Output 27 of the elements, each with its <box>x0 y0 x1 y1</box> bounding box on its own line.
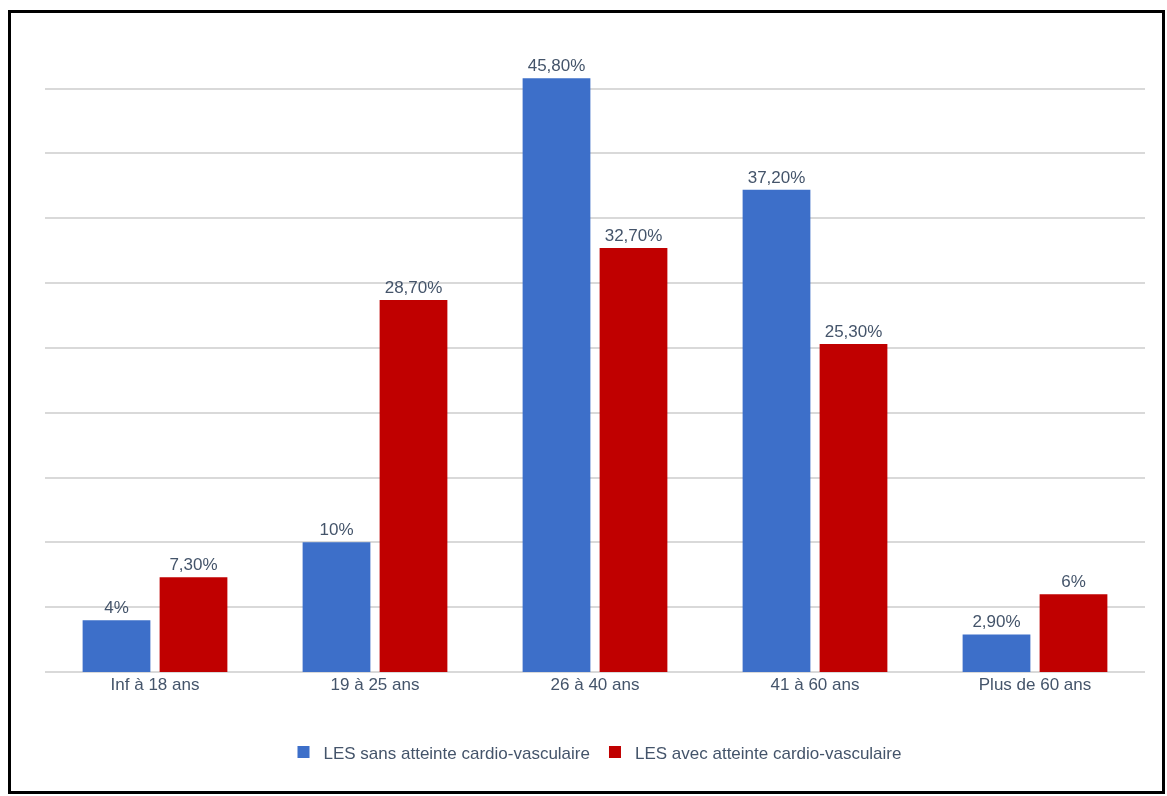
data-label: 28,70% <box>384 277 443 297</box>
bar <box>819 344 888 672</box>
data-label: 4% <box>104 598 129 618</box>
x-tick-label: Plus de 60 ans <box>978 675 1092 694</box>
x-tick-label: Inf à 18 ans <box>110 675 200 694</box>
bar <box>302 542 371 672</box>
x-tick-label: 26 à 40 ans <box>550 675 640 694</box>
bar <box>159 577 228 672</box>
bar <box>379 299 448 672</box>
bar <box>599 248 668 672</box>
data-label: 6% <box>1061 572 1086 592</box>
bar <box>962 634 1031 672</box>
x-tick-label: 41 à 60 ans <box>770 675 860 694</box>
data-label: 45,80% <box>527 56 586 76</box>
data-label: 10% <box>319 520 354 540</box>
x-tick-label: 19 à 25 ans <box>330 675 420 694</box>
legend-label: LES avec atteinte cardio-vasculaire <box>634 743 902 763</box>
bar <box>522 78 591 672</box>
data-label: 37,20% <box>747 167 806 187</box>
bar <box>1039 594 1108 672</box>
bar <box>82 620 151 672</box>
legend-label: LES sans atteinte cardio-vasculaire <box>323 743 590 763</box>
data-label: 2,90% <box>972 612 1021 632</box>
data-label: 32,70% <box>604 226 663 246</box>
bar <box>742 189 811 672</box>
data-label: 7,30% <box>169 555 218 575</box>
data-label: 25,30% <box>824 322 883 342</box>
